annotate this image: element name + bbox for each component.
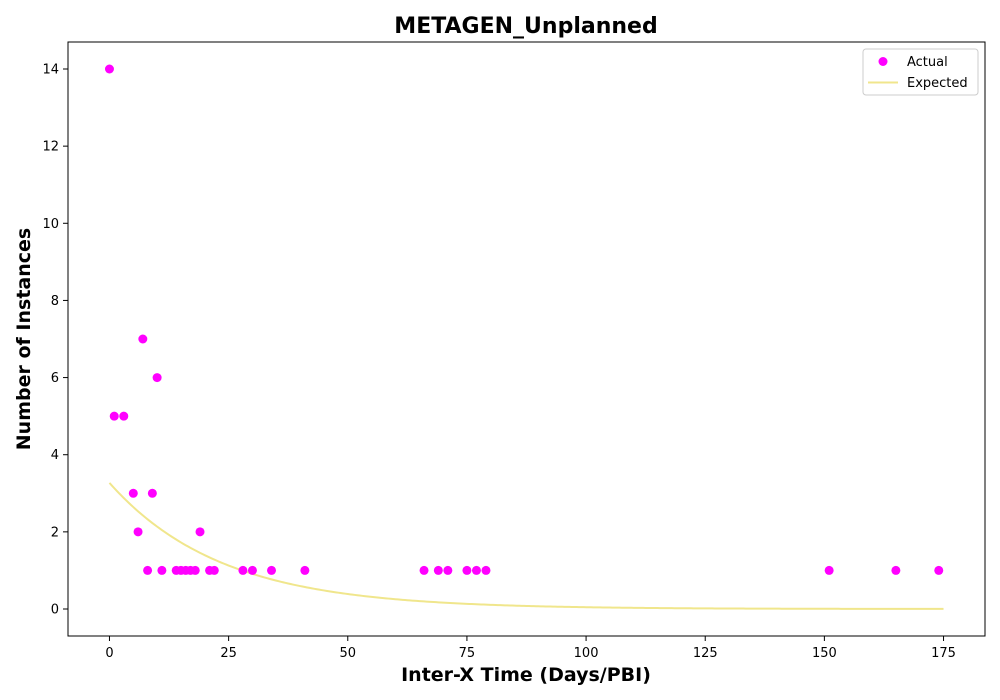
actual-point bbox=[147, 488, 157, 498]
actual-point bbox=[481, 565, 491, 575]
y-tick-label: 14 bbox=[42, 63, 59, 78]
plot-frame bbox=[67, 41, 986, 637]
x-axis: 0 25 50 75 100 125 150 175 bbox=[105, 636, 956, 661]
actual-point bbox=[109, 411, 119, 421]
actual-point bbox=[104, 64, 114, 74]
y-tick-label: 12 bbox=[42, 140, 59, 155]
actual-point bbox=[190, 565, 200, 575]
y-axis: 0 2 4 6 8 10 12 14 bbox=[42, 63, 68, 618]
actual-point bbox=[419, 565, 429, 575]
actual-point bbox=[824, 565, 834, 575]
x-axis-label: Inter-X Time (Days/PBI) bbox=[401, 664, 651, 686]
actual-point bbox=[138, 334, 148, 344]
y-tick-label: 8 bbox=[51, 294, 59, 309]
actual-point bbox=[133, 527, 143, 537]
x-tick-label: 25 bbox=[220, 646, 237, 661]
x-tick-label: 100 bbox=[574, 646, 599, 661]
actual-series bbox=[104, 64, 944, 575]
legend-actual-label: Actual bbox=[907, 55, 948, 70]
chart-title: METAGEN_Unplanned bbox=[394, 14, 657, 39]
actual-point bbox=[152, 373, 162, 383]
y-axis-label: Number of Instances bbox=[13, 228, 35, 450]
y-tick-label: 2 bbox=[51, 525, 59, 540]
actual-point bbox=[462, 565, 472, 575]
x-tick-label: 125 bbox=[693, 646, 718, 661]
x-tick-label: 75 bbox=[459, 646, 476, 661]
x-tick-label: 0 bbox=[105, 646, 113, 661]
actual-point bbox=[247, 565, 257, 575]
actual-point bbox=[238, 565, 248, 575]
expected-series bbox=[108, 482, 944, 610]
x-tick-label: 175 bbox=[931, 646, 956, 661]
legend-actual-marker bbox=[878, 57, 888, 66]
actual-point bbox=[157, 565, 167, 575]
actual-point bbox=[443, 565, 453, 575]
y-tick-label: 0 bbox=[51, 603, 59, 618]
expected-line bbox=[108, 482, 944, 610]
x-tick-label: 150 bbox=[812, 646, 837, 661]
actual-point bbox=[128, 488, 138, 498]
legend-expected-label: Expected bbox=[907, 76, 968, 91]
actual-point bbox=[119, 411, 129, 421]
actual-point bbox=[300, 565, 310, 575]
actual-point bbox=[471, 565, 481, 575]
legend: Actual Expected bbox=[862, 48, 979, 96]
actual-point bbox=[267, 565, 277, 575]
actual-point bbox=[209, 565, 219, 575]
y-tick-label: 6 bbox=[51, 371, 59, 386]
actual-point bbox=[143, 565, 153, 575]
actual-point bbox=[934, 565, 944, 575]
actual-point bbox=[891, 565, 901, 575]
actual-point bbox=[195, 527, 205, 537]
y-tick-label: 4 bbox=[51, 448, 59, 463]
x-tick-label: 50 bbox=[339, 646, 356, 661]
y-tick-label: 10 bbox=[42, 217, 59, 232]
actual-point bbox=[433, 565, 443, 575]
